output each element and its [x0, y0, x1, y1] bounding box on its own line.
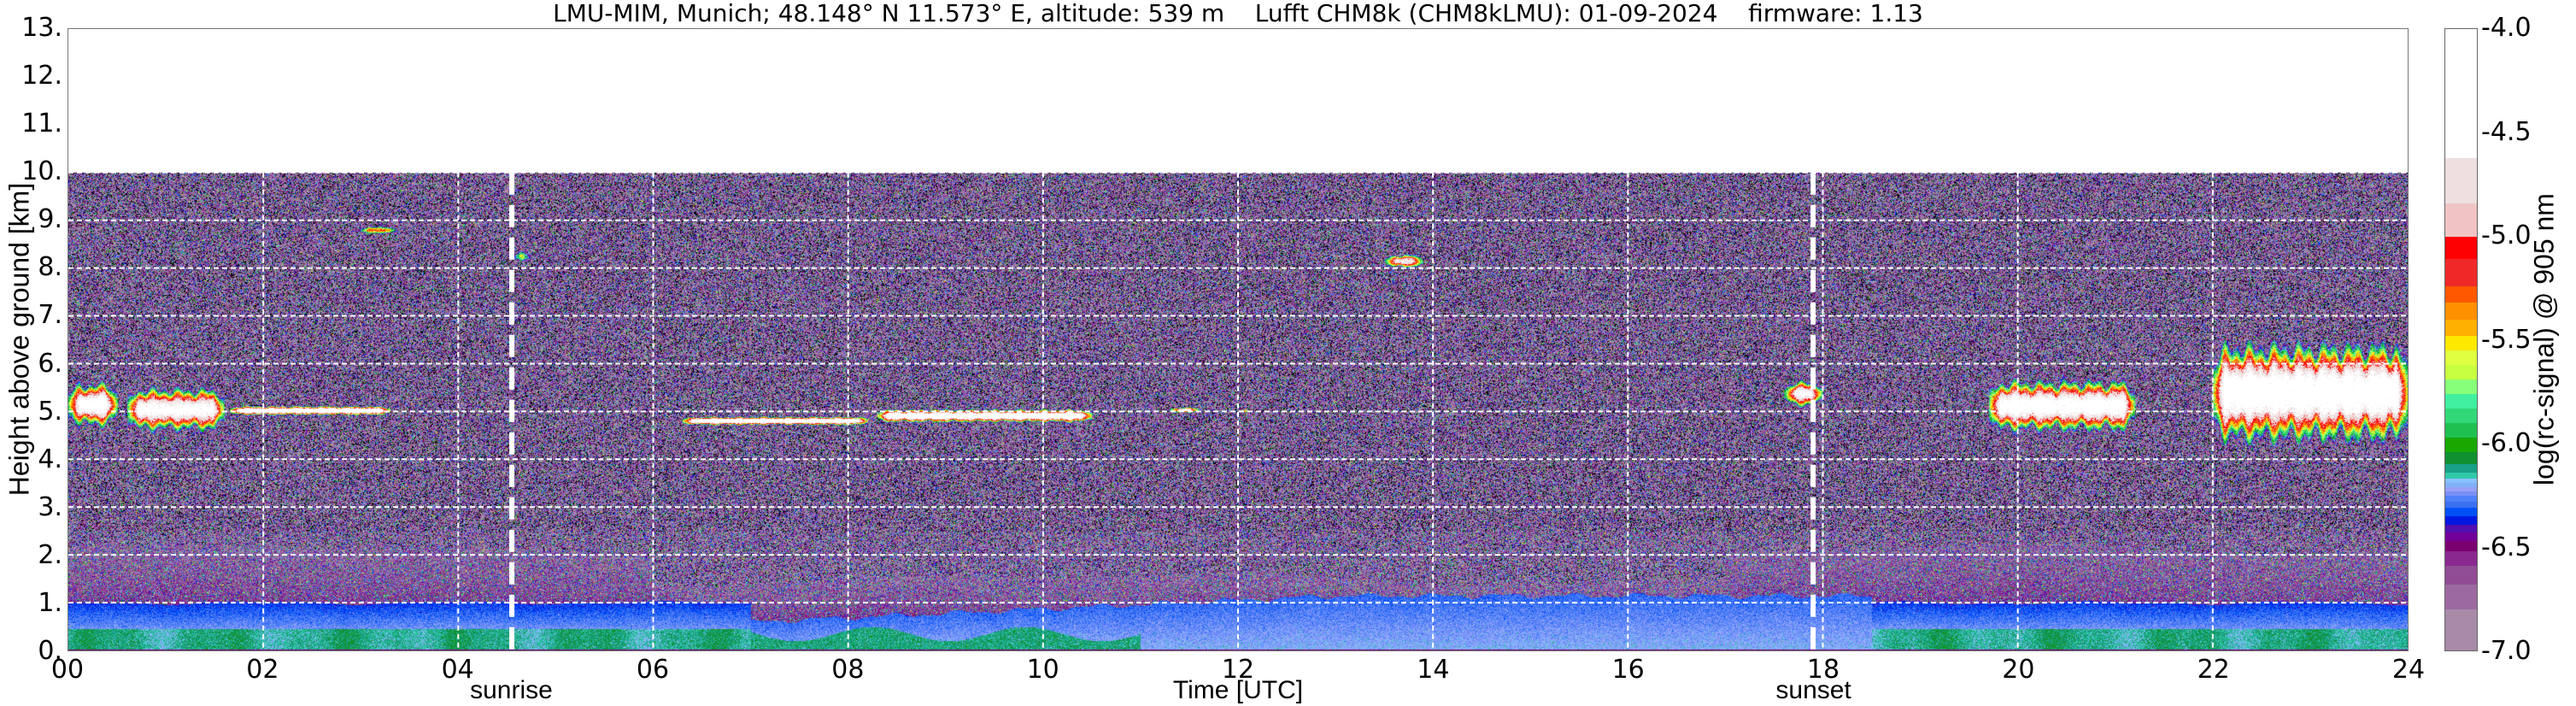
- colorbar-band: [2445, 29, 2477, 158]
- colorbar-band: [2445, 302, 2477, 320]
- y-tick-label: 0.: [38, 636, 62, 666]
- colorbar-band: [2445, 258, 2477, 286]
- colorbar-tick-label: -4.5: [2481, 116, 2532, 147]
- colorbar-band: [2445, 379, 2477, 394]
- colorbar-band: [2445, 486, 2477, 491]
- colorbar-band: [2445, 565, 2477, 585]
- colorbar-band: [2445, 482, 2477, 488]
- colorbar-tick-label: -5.0: [2481, 221, 2532, 250]
- colorbar-tick-label: -7.0: [2481, 636, 2532, 666]
- colorbar-band: [2445, 422, 2477, 438]
- x-tick-label: 18: [1806, 655, 1840, 685]
- colorbar-band: [2445, 584, 2477, 610]
- sunset-label: sunset: [1775, 676, 1851, 704]
- y-tick-label: 12.: [21, 61, 62, 91]
- x-axis-label: Time [UTC]: [1172, 676, 1304, 704]
- colorbar-band: [2445, 532, 2477, 542]
- plot-area: [67, 28, 2409, 651]
- colorbar-band: [2445, 203, 2477, 237]
- colorbar-tick-label: -6.5: [2481, 532, 2532, 562]
- y-tick-label: 11.: [21, 109, 62, 139]
- colorbar-band: [2445, 491, 2477, 496]
- colorbar-tick-label: -6.0: [2481, 428, 2532, 458]
- colorbar-band: [2445, 550, 2477, 567]
- colorbar-band: [2445, 350, 2477, 366]
- colorbar-band: [2445, 540, 2477, 552]
- x-tick-label: 22: [2197, 655, 2230, 685]
- y-tick-label: 10.: [21, 156, 62, 187]
- colorbar-band: [2445, 364, 2477, 380]
- y-tick-label: 9.: [38, 204, 62, 235]
- x-tick-label: 06: [636, 655, 670, 685]
- chart-title: LMU-MIM, Munich; 48.148° N 11.573° E, al…: [553, 0, 1923, 27]
- colorbar-band: [2445, 285, 2477, 303]
- colorbar-band: [2445, 495, 2477, 503]
- y-tick-label: 6.: [38, 348, 62, 379]
- colorbar-band: [2445, 319, 2477, 337]
- colorbar-tick-label: -4.0: [2481, 13, 2532, 43]
- colorbar: [2444, 28, 2478, 651]
- colorbar-band: [2445, 472, 2477, 479]
- x-tick-label: 24: [2391, 655, 2426, 685]
- y-axis-label: Height above ground [km]: [3, 182, 35, 497]
- colorbar-band: [2445, 393, 2477, 409]
- colorbar-band: [2445, 408, 2477, 423]
- colorbar-tick-label: -5.5: [2481, 324, 2532, 355]
- colorbar-band: [2445, 236, 2477, 260]
- y-tick-label: 2.: [38, 539, 62, 570]
- colorbar-band: [2445, 524, 2477, 533]
- colorbar-label: log(rc-signal) @ 905 nm: [2528, 193, 2560, 485]
- x-tick-label: 02: [246, 655, 279, 685]
- colorbar-band: [2445, 609, 2477, 650]
- y-tick-label: 5.: [38, 396, 62, 427]
- x-tick-label: 00: [50, 655, 85, 685]
- y-tick-label: 7.: [38, 300, 62, 331]
- colorbar-band: [2445, 501, 2477, 509]
- colorbar-band: [2445, 515, 2477, 525]
- colorbar-band: [2445, 157, 2477, 204]
- colorbar-band: [2445, 335, 2477, 351]
- x-tick-label: 08: [831, 655, 865, 685]
- y-tick-label: 3.: [38, 491, 62, 522]
- x-tick-label: 10: [1026, 655, 1059, 685]
- x-tick-label: 16: [1611, 655, 1645, 685]
- colorbar-band: [2445, 507, 2477, 516]
- colorbar-band: [2445, 478, 2477, 484]
- y-tick-label: 13.: [21, 13, 62, 43]
- sunrise-label: sunrise: [470, 676, 553, 704]
- x-tick-label: 12: [1221, 655, 1255, 685]
- colorbar-band: [2445, 451, 2477, 465]
- x-tick-label: 20: [2002, 655, 2035, 685]
- y-tick-label: 4.: [38, 444, 62, 474]
- x-tick-label: 14: [1417, 655, 1450, 685]
- colorbar-band: [2445, 463, 2477, 474]
- y-tick-label: 1.: [38, 587, 62, 618]
- x-tick-label: 04: [441, 655, 474, 685]
- grid-and-annotations: [68, 171, 2408, 650]
- colorbar-band: [2445, 437, 2477, 452]
- y-tick-label: 8.: [38, 252, 62, 283]
